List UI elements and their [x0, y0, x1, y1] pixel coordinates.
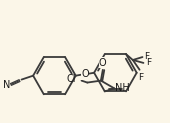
Text: N: N — [3, 80, 10, 90]
Text: O: O — [99, 58, 107, 68]
Text: Cl: Cl — [66, 74, 76, 84]
Text: O: O — [81, 69, 89, 79]
Text: F: F — [146, 58, 151, 67]
Text: NH: NH — [115, 83, 130, 93]
Text: F: F — [144, 52, 150, 61]
Text: F: F — [138, 73, 143, 82]
